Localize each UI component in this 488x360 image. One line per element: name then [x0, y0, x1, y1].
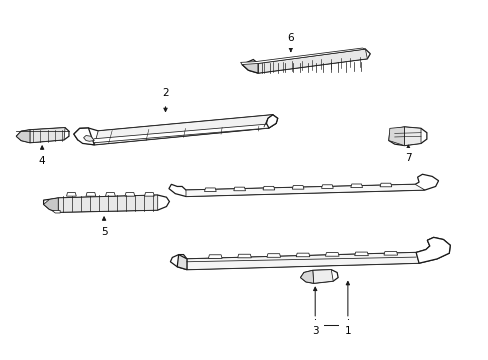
Polygon shape [30, 128, 65, 143]
Polygon shape [86, 193, 96, 196]
Polygon shape [94, 115, 272, 145]
Polygon shape [300, 270, 337, 283]
Polygon shape [105, 193, 115, 196]
Polygon shape [242, 59, 258, 73]
Polygon shape [263, 186, 274, 190]
Polygon shape [86, 123, 276, 143]
Text: 4: 4 [39, 156, 45, 166]
Polygon shape [404, 127, 420, 145]
Polygon shape [300, 270, 313, 283]
Polygon shape [83, 135, 94, 141]
Polygon shape [312, 270, 332, 283]
Text: 6: 6 [287, 33, 294, 43]
Polygon shape [266, 115, 277, 128]
Polygon shape [177, 255, 186, 270]
Polygon shape [350, 184, 362, 188]
Text: 3: 3 [311, 325, 318, 336]
Text: 7: 7 [404, 153, 411, 163]
Polygon shape [186, 252, 418, 270]
Polygon shape [240, 48, 365, 64]
Polygon shape [379, 183, 391, 187]
Text: 5: 5 [101, 227, 107, 237]
Polygon shape [144, 193, 154, 196]
Polygon shape [415, 237, 449, 263]
Polygon shape [16, 130, 30, 143]
Polygon shape [296, 253, 309, 257]
Polygon shape [185, 184, 424, 197]
Polygon shape [74, 128, 94, 145]
Polygon shape [388, 127, 404, 145]
Polygon shape [233, 187, 245, 191]
Polygon shape [52, 211, 60, 213]
Polygon shape [292, 185, 304, 189]
Polygon shape [16, 128, 69, 143]
Polygon shape [258, 49, 366, 73]
Polygon shape [74, 115, 277, 145]
Polygon shape [66, 193, 76, 196]
Polygon shape [170, 237, 449, 270]
Polygon shape [383, 252, 397, 255]
Polygon shape [43, 198, 58, 212]
Polygon shape [237, 254, 251, 258]
Polygon shape [208, 255, 222, 258]
Polygon shape [242, 49, 369, 73]
Polygon shape [43, 195, 169, 212]
Polygon shape [325, 253, 338, 256]
Polygon shape [58, 195, 158, 212]
Text: 1: 1 [344, 325, 350, 336]
Polygon shape [204, 188, 216, 192]
Polygon shape [354, 252, 367, 256]
Polygon shape [168, 174, 438, 197]
Polygon shape [321, 185, 332, 188]
Polygon shape [388, 127, 426, 145]
Polygon shape [266, 254, 280, 257]
Polygon shape [125, 193, 135, 196]
Text: 2: 2 [162, 87, 168, 98]
